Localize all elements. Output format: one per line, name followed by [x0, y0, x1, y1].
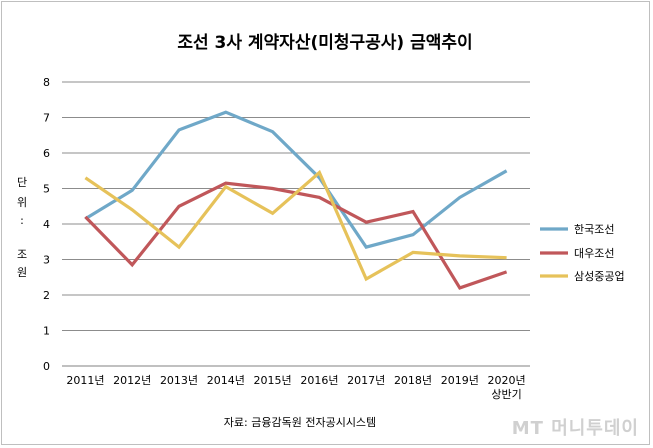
x-tick-label: 2020년	[488, 374, 526, 387]
unit-label-char: 조	[17, 248, 27, 261]
legend-label: 한국조선	[574, 223, 614, 236]
series-line	[84, 169, 507, 282]
y-tick-label: 8	[43, 76, 50, 89]
unit-label-char: 단	[17, 176, 27, 189]
unit-label-char: 원	[17, 266, 27, 279]
x-tick-sublabel: 상반기	[491, 388, 521, 401]
grid-lines	[62, 81, 530, 367]
series-line	[84, 181, 508, 290]
y-tick-labels: 0 1 2 3 4 5 6 7 8	[43, 76, 50, 373]
unit-label-char: 위	[17, 196, 27, 209]
x-tick-label: 2018년	[394, 374, 432, 387]
y-tick-label: 5	[43, 183, 50, 196]
y-tick-label: 0	[43, 360, 50, 373]
x-tick-labels: 2011년 2012년 2013년 2014년 2015년 2016년 2017년 2018년…	[66, 374, 525, 401]
x-tick-label: 2019년	[441, 374, 479, 387]
chart-title: 조선 3사 계약자산(미청구공사) 금액추이	[177, 32, 472, 53]
x-tick-label: 2015년	[254, 374, 292, 387]
series-line	[84, 110, 508, 249]
y-tick-label: 4	[43, 218, 50, 231]
watermark-logo: MT 머니투데이	[511, 418, 639, 439]
y-tick-label: 3	[43, 254, 50, 267]
y-tick-label: 1	[43, 325, 50, 338]
y-tick-label: 2	[43, 289, 50, 302]
y-tick-label: 7	[43, 112, 50, 125]
unit-label: 단위: 조원	[17, 176, 27, 279]
source-note: 자료: 금융감독원 전자공시시스템	[224, 416, 376, 429]
legend-label: 삼성중공업	[574, 270, 625, 283]
x-tick-label: 2012년	[113, 374, 151, 387]
unit-label-char: :	[20, 214, 24, 227]
x-tick-label: 2013년	[160, 374, 198, 387]
legend-label: 대우조선	[574, 247, 614, 260]
series-lines	[84, 110, 508, 290]
y-tick-label: 6	[43, 147, 50, 160]
x-tick-label: 2016년	[300, 374, 338, 387]
x-tick-label: 2017년	[347, 374, 385, 387]
x-tick-label: 2014년	[207, 374, 245, 387]
x-tick-label: 2011년	[66, 374, 104, 387]
